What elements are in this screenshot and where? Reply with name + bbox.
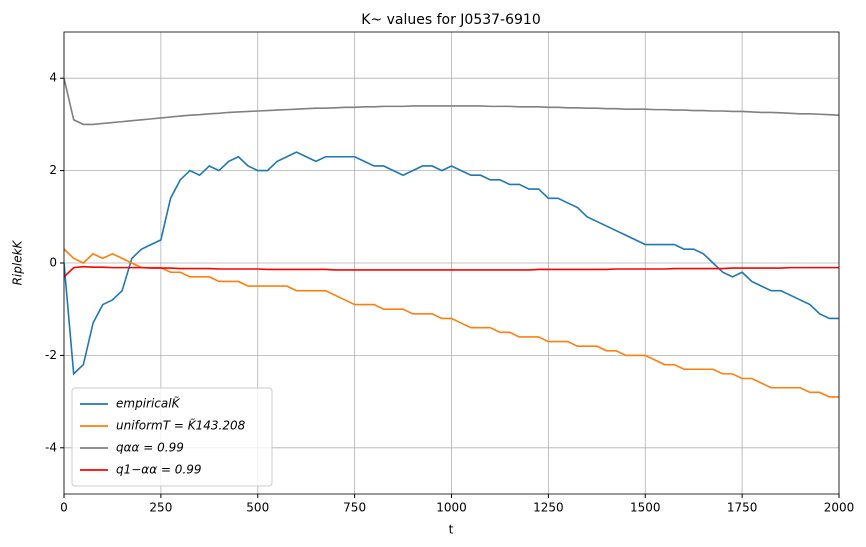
legend-box [71, 387, 273, 487]
series-line [64, 151, 839, 376]
x-tick-label: 2000 [824, 501, 855, 515]
x-tick-label: 1000 [436, 501, 467, 515]
legend-label: qαα = 0.99 [116, 441, 184, 455]
x-tick-label: 1250 [533, 501, 564, 515]
series-line [64, 265, 839, 278]
legend-label: q1−αα = 0.99 [116, 463, 202, 477]
y-tick-label: 2 [49, 163, 57, 177]
y-tick-label: 0 [49, 256, 57, 270]
legend-label: uniformT = K̃143.208 [116, 418, 246, 432]
plot-frame [63, 31, 840, 495]
x-tick-label: 500 [246, 501, 269, 515]
series-line [64, 248, 839, 398]
x-tick-label: 0 [60, 501, 68, 515]
series-line [64, 78, 839, 126]
x-tick-label: 1750 [727, 501, 758, 515]
x-tick-label: 1500 [630, 501, 661, 515]
y-tick-label: 4 [49, 71, 57, 85]
chart-title: K~ values for J0537-6910 [361, 12, 540, 28]
y-tick-label: -4 [45, 440, 57, 454]
x-axis-label: t [449, 523, 454, 537]
legend-label: empiricalK̃ [116, 396, 181, 410]
y-tick-label: -2 [45, 348, 57, 362]
x-tick-label: 250 [149, 501, 172, 515]
y-axis-label: RiplekK [11, 239, 25, 285]
x-tick-label: 750 [343, 501, 366, 515]
